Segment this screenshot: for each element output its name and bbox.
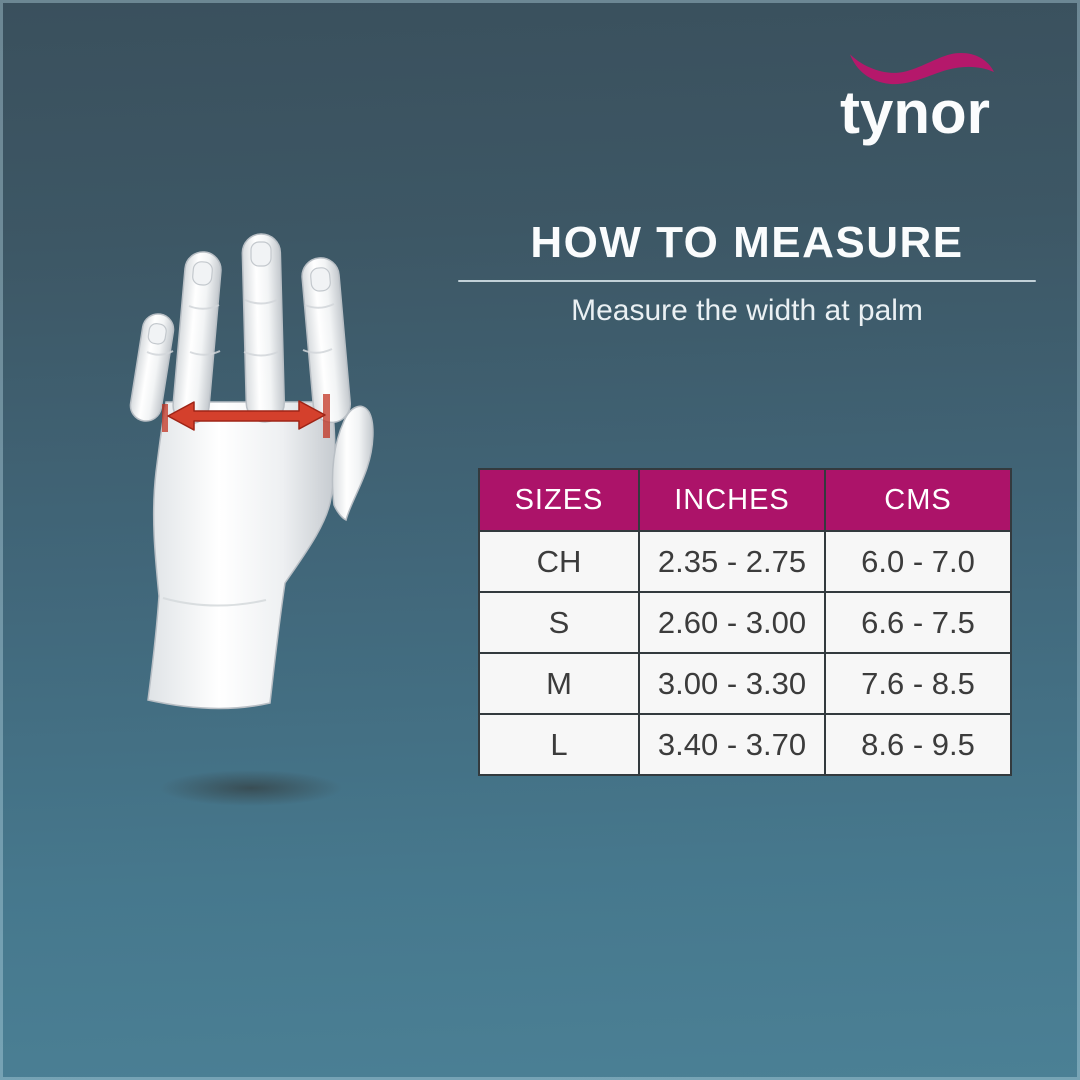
- hand-fingers: [129, 233, 351, 425]
- brand-logo: tynor: [836, 50, 1016, 143]
- table-row: S 2.60 - 3.00 6.6 - 7.5: [478, 591, 1012, 654]
- brand-logo-text: tynor: [840, 79, 990, 146]
- table-row: CH 2.35 - 2.75 6.0 - 7.0: [478, 530, 1012, 593]
- inches-cell: 3.40 - 3.70: [638, 713, 826, 776]
- cms-cell: 8.6 - 9.5: [824, 713, 1012, 776]
- cms-cell: 7.6 - 8.5: [824, 652, 1012, 715]
- size-cell: L: [478, 713, 640, 776]
- inches-cell: 3.00 - 3.30: [638, 652, 826, 715]
- title-divider: [458, 280, 1036, 282]
- hand-thumb: [331, 405, 374, 522]
- cms-cell: 6.0 - 7.0: [824, 530, 1012, 593]
- cms-cell: 6.6 - 7.5: [824, 591, 1012, 654]
- table-row: L 3.40 - 3.70 8.6 - 9.5: [478, 713, 1012, 776]
- hand-illustration: [129, 233, 374, 710]
- finger-creases: [146, 299, 335, 357]
- width-arrow-icon: [162, 394, 330, 438]
- size-cell: M: [478, 652, 640, 715]
- column-header-sizes: SIZES: [478, 468, 640, 532]
- hand-palm: [147, 401, 336, 710]
- inches-cell: 2.35 - 2.75: [638, 530, 826, 593]
- hand-shadow: [124, 763, 378, 813]
- column-header-cms: CMS: [824, 468, 1012, 532]
- inches-cell: 2.60 - 3.00: [638, 591, 826, 654]
- measure-instruction: Measure the width at palm: [571, 294, 923, 327]
- size-chart-table: SIZES INCHES CMS CH 2.35 - 2.75 6.0 - 7.…: [478, 468, 1012, 776]
- table-header-row: SIZES INCHES CMS: [478, 468, 1012, 532]
- size-cell: S: [478, 591, 640, 654]
- fingernails: [147, 241, 331, 345]
- page-title: HOW TO MEASURE: [530, 218, 964, 267]
- column-header-inches: INCHES: [638, 468, 826, 532]
- table-row: M 3.00 - 3.30 7.6 - 8.5: [478, 652, 1012, 715]
- headline-block: HOW TO MEASURE Measure the width at palm: [458, 221, 1036, 327]
- logo-swoosh-icon: [849, 53, 995, 85]
- size-cell: CH: [478, 530, 640, 593]
